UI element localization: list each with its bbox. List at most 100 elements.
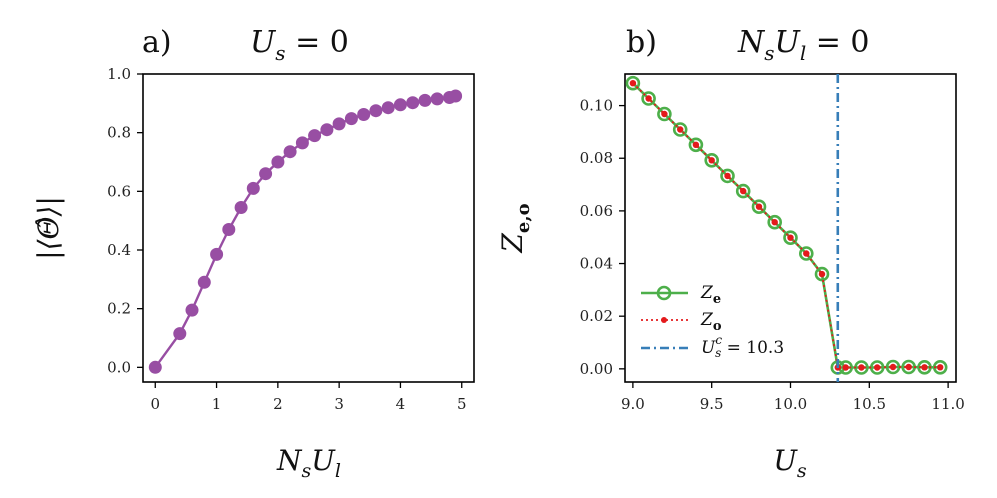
panel-b-series-0-point bbox=[767, 214, 783, 230]
panel-a-y-axis-label: |⟨Θ̂⟩| bbox=[32, 196, 65, 260]
panel-b-series-0-point bbox=[657, 106, 672, 122]
panel-a-title: Us = 0 bbox=[250, 25, 349, 65]
panel-a-series-0-point bbox=[210, 247, 224, 261]
panel-a-y-tick-label: 0.4 bbox=[107, 241, 131, 259]
panel-b-x-tick-label: 10.0 bbox=[774, 395, 807, 413]
panel-b-series-0-point bbox=[798, 246, 814, 261]
panel-b-x-ticks: 9.0 9.5 10.0 10.5 11.0 bbox=[621, 382, 965, 413]
panel-a-y-tick-label: 0.0 bbox=[107, 358, 131, 376]
panel-a-plot-area bbox=[148, 89, 463, 374]
panel-b-label: b) bbox=[626, 25, 657, 60]
panel-a-series-0-point bbox=[406, 96, 420, 110]
panel-b-series-1-point bbox=[677, 126, 684, 133]
panel-a-y-tick-label: 0.8 bbox=[107, 124, 131, 142]
panel-a-x-tick-label: 2 bbox=[273, 395, 283, 413]
legend-usc-label: Uc s = 10.3 bbox=[701, 333, 784, 360]
panel-b-series-1-point bbox=[905, 363, 912, 371]
panel-b-series-1-point bbox=[771, 219, 778, 226]
panel-b-x-tick-label: 10.5 bbox=[853, 395, 886, 413]
panel-a-series-0-point bbox=[271, 155, 285, 169]
panel-b-series-0-point bbox=[641, 91, 656, 106]
panel-b-series-0-point bbox=[688, 137, 704, 153]
panel-b-series-0-line bbox=[631, 82, 941, 369]
panel-a-series-0-point bbox=[430, 92, 444, 106]
panel-a-series-0-point bbox=[259, 167, 273, 181]
panel-a-x-tick-label: 5 bbox=[457, 395, 467, 413]
panel-b-x-axis-label: Us bbox=[773, 444, 807, 482]
panel-b-series-1-point bbox=[629, 80, 637, 87]
panel-b-axes-frame bbox=[624, 73, 957, 383]
panel-a-series-0-point bbox=[357, 108, 371, 121]
panel-b: b) NsUl = 0 9.0 9.5 10.0 10.5 11.0 0.000.020… bbox=[496, 25, 965, 482]
panel-b-series-1-point bbox=[818, 270, 826, 278]
panel-b-series-0-point bbox=[869, 360, 885, 375]
panel-a-label: a) bbox=[142, 25, 172, 60]
panel-b-series-1-point bbox=[858, 364, 865, 371]
panel-b-series-1-point bbox=[755, 203, 763, 210]
panel-a-series-0-point bbox=[185, 303, 199, 317]
panel-b-plot-area bbox=[625, 74, 948, 382]
panel-a-x-tick-label: 3 bbox=[334, 395, 344, 413]
panel-a-x-tick-label: 1 bbox=[212, 395, 222, 413]
panel-b-series-1-point bbox=[842, 364, 849, 371]
panel-a-series-0-point bbox=[369, 104, 383, 118]
panel-a-series-0-point bbox=[148, 360, 162, 374]
panel-a-series-0-point bbox=[381, 101, 395, 115]
panel-b-series-1-point bbox=[708, 157, 715, 164]
panel-a-series-0-point bbox=[449, 89, 463, 103]
panel-a-series-0-point bbox=[173, 327, 187, 341]
panel-b-legend: Ze Zo Uc s = 10.3 bbox=[641, 283, 784, 360]
panel-a-x-axis-label: NsUl bbox=[276, 444, 341, 482]
panel-b-series-0-point bbox=[672, 122, 688, 137]
panel-a-x-ticks: 0 1 2 3 4 5 bbox=[150, 382, 467, 413]
panel-b-series-0-point bbox=[720, 168, 735, 184]
legend-ze-label: Ze bbox=[700, 283, 721, 307]
panel-b-series-0-point bbox=[625, 75, 641, 91]
panel-a-series-0-point bbox=[246, 181, 260, 195]
panel-a-series-0-point bbox=[418, 93, 432, 107]
panel-b-y-tick-label: 0.10 bbox=[580, 97, 613, 115]
panel-a-x-tick-label: 0 bbox=[150, 395, 160, 413]
panel-a-series-0-point bbox=[393, 98, 407, 112]
panel-a-axes-frame bbox=[142, 73, 475, 383]
panel-b-series-1-point bbox=[724, 172, 731, 180]
panel-b-y-axis-label: Ze,o bbox=[496, 203, 534, 253]
legend-zo-marker bbox=[661, 317, 667, 323]
panel-a: a) Us = 0 0 1 2 3 4 5 0.0 0.2 0.4 0.6 0.8 1.0 NsUl… bbox=[32, 25, 475, 482]
panel-b-y-tick-label: 0.04 bbox=[580, 255, 613, 273]
panel-b-y-ticks: 0.00 0.02 0.04 0.06 0.08 0.10 bbox=[580, 97, 625, 378]
panel-a-series-0-point bbox=[308, 129, 322, 143]
panel-b-series-0-point bbox=[735, 183, 751, 199]
legend-entry-ze: Ze bbox=[641, 283, 721, 307]
panel-a-y-tick-label: 0.2 bbox=[107, 300, 131, 318]
panel-b-series-1-point bbox=[874, 364, 881, 371]
legend-zo-label: Zo bbox=[700, 310, 722, 334]
legend-entry-usc: Uc s = 10.3 bbox=[641, 333, 784, 360]
panel-a-series-0-point bbox=[320, 123, 334, 137]
legend-ze-marker bbox=[656, 285, 672, 301]
panel-b-series-0-point bbox=[751, 199, 767, 214]
panel-b-title: NsUl = 0 bbox=[737, 25, 870, 65]
panel-b-series-0-point bbox=[814, 266, 830, 282]
panel-b-series-1-point bbox=[937, 364, 944, 371]
panel-b-series-1-point bbox=[787, 234, 794, 241]
panel-a-y-ticks: 0.0 0.2 0.4 0.6 0.8 1.0 bbox=[107, 65, 143, 376]
panel-a-series-0-point bbox=[197, 275, 211, 289]
panel-b-series-0-point bbox=[783, 230, 798, 245]
panel-b-series-1-point bbox=[692, 141, 700, 148]
panel-b-x-tick-label: 9.0 bbox=[621, 395, 645, 413]
panel-a-series-0-point bbox=[283, 145, 297, 159]
panel-b-series-1-line bbox=[632, 82, 941, 369]
panel-b-x-tick-label: 11.0 bbox=[931, 395, 964, 413]
panel-a-series-0-point bbox=[344, 112, 358, 126]
panel-b-series-0-point bbox=[704, 153, 720, 168]
panel-b-y-tick-label: 0.08 bbox=[580, 149, 613, 167]
panel-b-series-1-point bbox=[645, 95, 652, 102]
panel-b-series-1-point bbox=[889, 363, 897, 371]
panel-b-series-1-point bbox=[803, 250, 810, 257]
panel-b-x-tick-label: 9.5 bbox=[700, 395, 724, 413]
panel-b-y-tick-label: 0.06 bbox=[580, 202, 613, 220]
panel-a-series-0-line bbox=[154, 94, 456, 369]
panel-b-series-1-point bbox=[661, 110, 668, 118]
